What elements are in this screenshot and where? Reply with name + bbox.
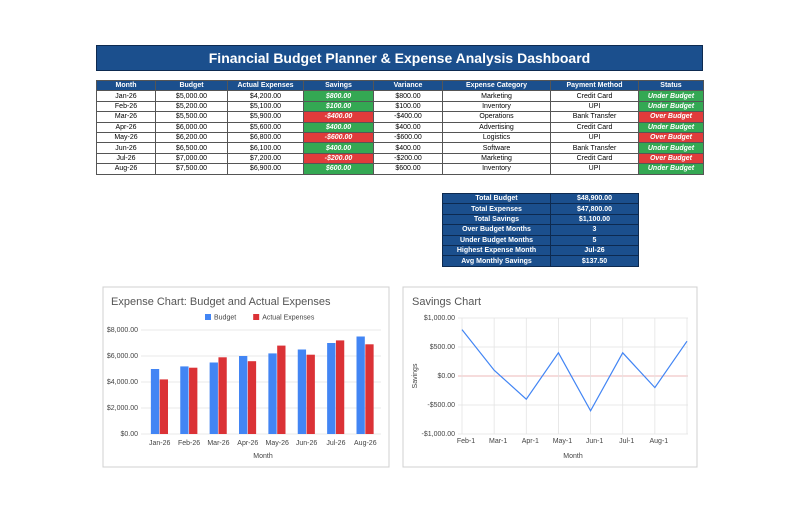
y-tick-label: $0.00 (437, 373, 455, 380)
x-tick-label: Feb-26 (178, 440, 200, 447)
y-tick-label: -$1,000.00 (422, 431, 456, 438)
header-row: Month Budget Actual Expenses Savings Varianc… (96, 79, 704, 92)
legend-swatch (253, 314, 260, 320)
bar (356, 336, 365, 434)
table-cell: Under Budget (638, 163, 704, 175)
y-tick-label: $4,000.00 (107, 379, 138, 386)
table-row: Apr-26 $6,000.00 $5,600.00 $400.00 $400.00 Ad… (96, 121, 704, 133)
table-row: May-26 $6,200.00 $6,800.00 -$600.00 -$600.00… (96, 131, 704, 144)
bar (327, 343, 336, 434)
summary-table: Total Budget $48,900.00 Total Expenses $47,… (442, 192, 639, 267)
x-tick-label: Apr-1 (522, 438, 539, 445)
x-tick-label: Jul-26 (326, 440, 345, 447)
savings-line (461, 329, 688, 413)
x-tick-label: Mar-1 (489, 438, 507, 445)
chart-title: Expense Chart: Budget and Actual Expense… (111, 296, 331, 308)
x-axis-label: Month (253, 453, 273, 460)
bar (159, 379, 168, 434)
y-tick-label: $6,000.00 (107, 353, 138, 360)
bar (335, 340, 345, 434)
y-tick-label: $2,000.00 (107, 405, 138, 412)
x-tick-label: Mar-26 (207, 440, 229, 447)
x-axis-label: Month (563, 453, 583, 460)
bar (277, 345, 286, 434)
bar (218, 357, 227, 434)
dashboard-title: Financial Budget Planner & Expense Analy… (96, 45, 703, 71)
x-tick-label: Jun-1 (586, 438, 604, 445)
y-tick-label: -$500.00 (427, 402, 455, 409)
legend-swatch (205, 314, 211, 320)
bar (306, 354, 315, 434)
legend-label: Actual Expenses (262, 314, 315, 321)
y-tick-label: $1,000.00 (424, 315, 455, 322)
y-axis-label: Savings (412, 363, 419, 388)
bar (247, 361, 257, 434)
budget-table: Month Budget Actual Expenses Savings Varianc… (96, 79, 704, 175)
bar (268, 353, 277, 434)
bar (180, 366, 189, 434)
chart-frame (402, 286, 698, 468)
bar (297, 349, 307, 434)
x-tick-label: Aug-1 (650, 438, 669, 445)
chart-title: Savings Chart (412, 296, 481, 308)
x-tick-label: Aug-26 (354, 440, 377, 447)
y-tick-label: $8,000.00 (107, 327, 138, 334)
x-tick-label: May-1 (553, 438, 573, 445)
bar (150, 369, 160, 434)
bar (239, 356, 248, 434)
legend-label: Budget (214, 314, 236, 321)
x-tick-label: May-26 (266, 440, 289, 447)
x-tick-label: Feb-1 (457, 438, 475, 445)
summary-cell: $137.50 (550, 255, 639, 267)
y-tick-label: $500.00 (430, 344, 455, 351)
bar (365, 344, 374, 434)
table-row: Mar-26 $5,500.00 $5,900.00 -$400.00 -$400.00… (96, 111, 704, 123)
table-row: Aug-26 $7,500.00 $6,900.00 $600.00 $600.00 In… (96, 163, 704, 175)
bar (189, 367, 198, 434)
summary-row: Avg Monthly Savings $137.50 (442, 255, 639, 267)
bar (209, 362, 218, 434)
x-tick-label: Apr-26 (237, 440, 258, 447)
x-tick-label: Jan-26 (149, 440, 171, 447)
y-tick-label: $0.00 (120, 431, 138, 438)
x-tick-label: Jun-26 (296, 440, 318, 447)
x-tick-label: Jul-1 (619, 438, 634, 445)
